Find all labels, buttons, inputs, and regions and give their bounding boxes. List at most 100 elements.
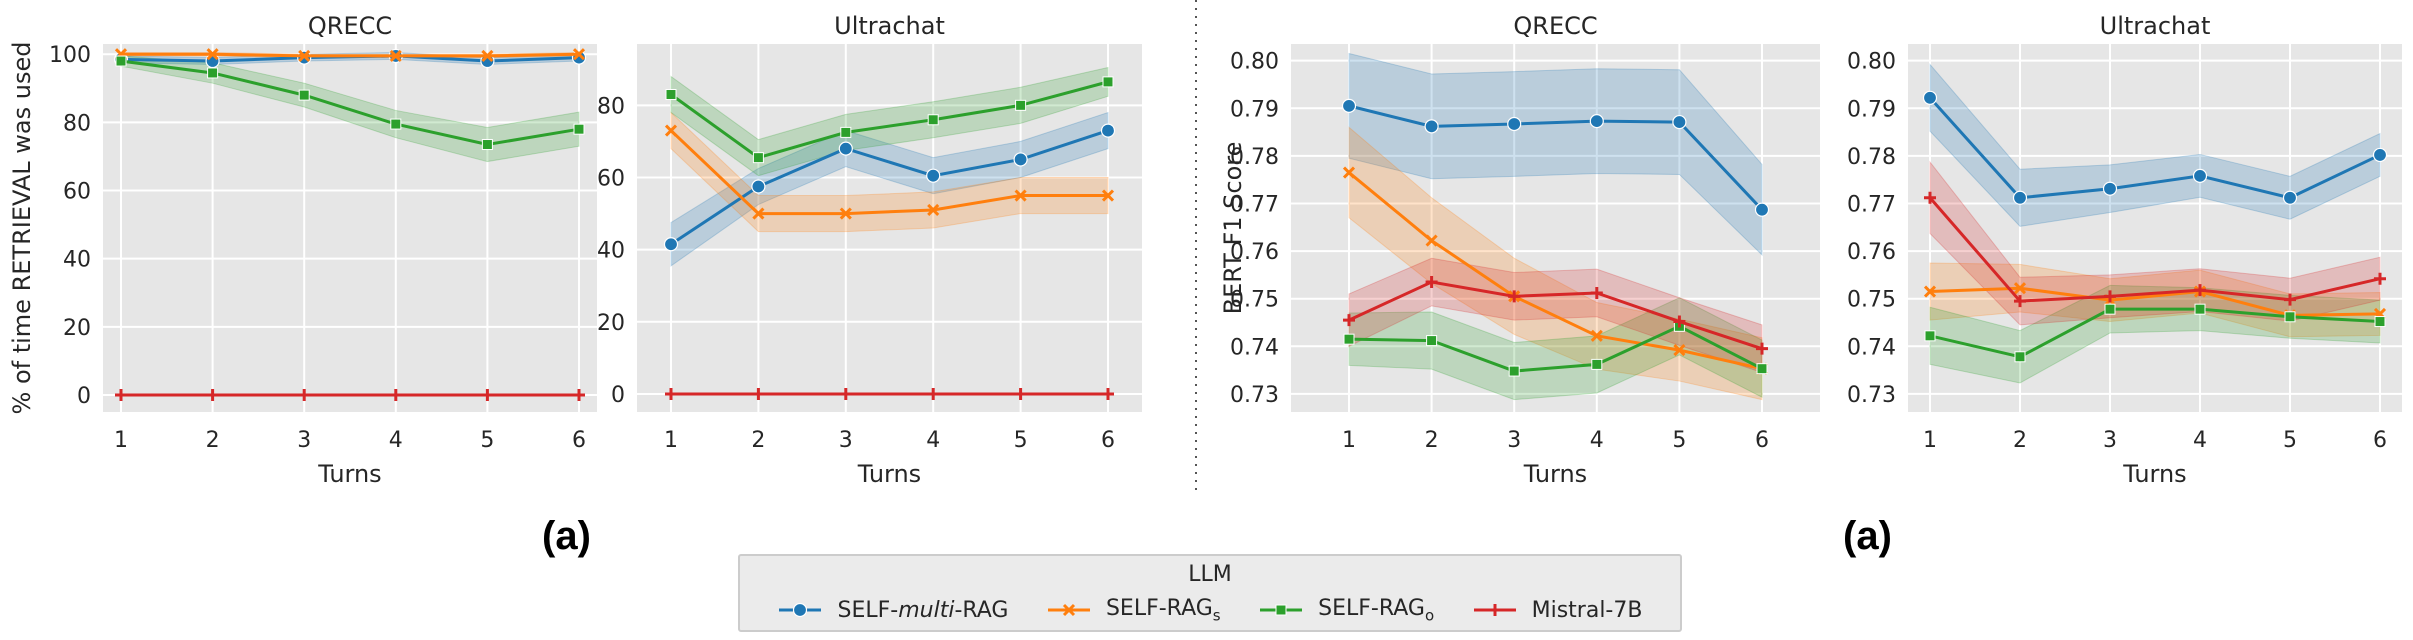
data-point <box>1673 315 1686 328</box>
data-point <box>206 48 219 61</box>
legend-label-text: SELF- <box>837 597 899 623</box>
data-point <box>481 388 494 401</box>
subfigure-label-left: (a) <box>542 514 591 558</box>
data-point <box>927 114 939 126</box>
x-tick-label: 1 <box>1342 428 1356 453</box>
confidence-band <box>1348 297 1763 401</box>
legend-swatch <box>1047 604 1090 617</box>
y-tick-label: 0.74 <box>1847 335 1896 360</box>
data-point <box>389 388 402 401</box>
legend-label-text: Mistral-7B <box>1531 597 1643 623</box>
chart-title: Ultrachat <box>2100 12 2211 40</box>
data-point <box>2104 303 2116 315</box>
chart-panel-2: 0 20 40 60 80 1 2 3 4 5 6 Ultrachat Turns <box>597 12 1142 488</box>
y-tick-label: 0.78 <box>1847 145 1896 170</box>
x-axis-label: Turns <box>1523 460 1587 488</box>
data-point <box>115 388 127 401</box>
data-point <box>1343 333 1355 345</box>
data-point <box>1424 119 1439 134</box>
chart-panel-1: 0 20 40 60 80 100 1 2 3 4 5 6 QRECC Turns % of time RE… <box>8 12 597 488</box>
legend-label-suffix: -RAG <box>954 597 1009 623</box>
data-point <box>1100 123 1116 138</box>
data-point <box>1014 387 1027 400</box>
x-tick-label: 5 <box>480 428 494 453</box>
y-axis-label: BERT F1 Score <box>1219 142 1247 315</box>
legend-label-subscript: s <box>1212 606 1221 625</box>
data-point <box>1508 290 1521 303</box>
legend-marker <box>1488 604 1501 617</box>
series-line <box>1928 96 2381 200</box>
x-axis-label: Turns <box>317 460 381 488</box>
data-point <box>1589 114 1604 129</box>
legend-items: SELF-multi-RAG SELF-RAGs SELF-RAGo Mistral-… <box>740 596 1680 624</box>
legend-marker <box>1062 604 1076 617</box>
legend: LLM SELF-multi-RAG SELF-RAGs SELF-RAGo Mist… <box>738 554 1682 632</box>
data-point <box>1508 365 1520 377</box>
legend-label-subscript: o <box>1424 606 1435 625</box>
series-line <box>121 52 580 58</box>
data-point <box>1426 335 1438 347</box>
series-line <box>1348 280 1763 351</box>
legend-label: Mistral-7B <box>1532 598 1643 623</box>
data-point <box>2372 147 2388 163</box>
data-point <box>298 388 311 401</box>
chart-title: Ultrachat <box>834 12 945 40</box>
data-point <box>664 124 678 137</box>
data-point <box>390 118 402 130</box>
data-point <box>1507 116 1522 132</box>
data-point <box>1924 191 1936 204</box>
chart-panel-3: 0.73 0.74 0.75 0.76 0.77 0.78 0.79 0.80 1 2 3 4 5 6 QR… <box>1219 12 1820 488</box>
x-tick-label: 2 <box>2013 428 2027 453</box>
data-point <box>1102 387 1114 400</box>
chart-title: QRECC <box>1513 12 1597 40</box>
y-tick-label: 20 <box>597 311 625 336</box>
data-point <box>2194 303 2206 315</box>
legend-title: LLM <box>1188 562 1232 587</box>
legend-item: SELF-multi-RAG <box>777 598 1008 623</box>
legend-marker <box>1275 604 1287 616</box>
confidence-band <box>1929 262 2381 338</box>
x-tick-label: 4 <box>2193 428 2207 453</box>
data-point <box>2374 316 2386 328</box>
y-tick-label: 0.75 <box>1847 288 1896 313</box>
legend-marker <box>793 603 808 618</box>
data-point <box>2282 190 2298 205</box>
confidence-band <box>1929 160 2381 326</box>
y-tick-label: 0.75 <box>1230 288 1279 313</box>
data-point <box>115 55 127 67</box>
data-point <box>2014 295 2026 308</box>
data-point <box>752 207 765 220</box>
plot-area <box>103 44 597 412</box>
x-tick-label: 5 <box>1014 428 1028 453</box>
data-point <box>1754 202 1770 217</box>
series-line <box>1348 324 1763 373</box>
data-point <box>752 152 764 164</box>
data-point <box>389 49 402 62</box>
data-point <box>2013 282 2027 295</box>
data-point <box>2192 168 2208 183</box>
data-point <box>481 139 493 151</box>
legend-item: SELF-RAGo <box>1258 596 1434 624</box>
y-tick-label: 0.79 <box>1847 97 1896 122</box>
x-tick-label: 1 <box>114 428 128 453</box>
y-tick-label: 0.76 <box>1230 240 1279 265</box>
x-tick-label: 4 <box>926 428 940 453</box>
chart-title: QRECC <box>308 12 392 40</box>
x-tick-label: 3 <box>297 428 311 453</box>
x-tick-label: 6 <box>572 428 586 453</box>
y-tick-label: 20 <box>63 316 91 341</box>
y-tick-label: 80 <box>63 111 91 136</box>
data-point <box>1923 285 1937 298</box>
legend-label: SELF-RAGs <box>1106 596 1221 624</box>
x-tick-label: 5 <box>2283 428 2297 453</box>
plot-area <box>1291 44 1820 412</box>
data-point <box>1924 330 1936 342</box>
data-point <box>1341 98 1357 113</box>
data-point <box>572 48 586 61</box>
data-point <box>927 203 940 217</box>
x-tick-label: 3 <box>1507 428 1521 453</box>
x-tick-label: 4 <box>1590 428 1604 453</box>
y-tick-label: 0.76 <box>1847 240 1896 265</box>
data-point <box>752 387 765 400</box>
data-point <box>1756 342 1768 355</box>
